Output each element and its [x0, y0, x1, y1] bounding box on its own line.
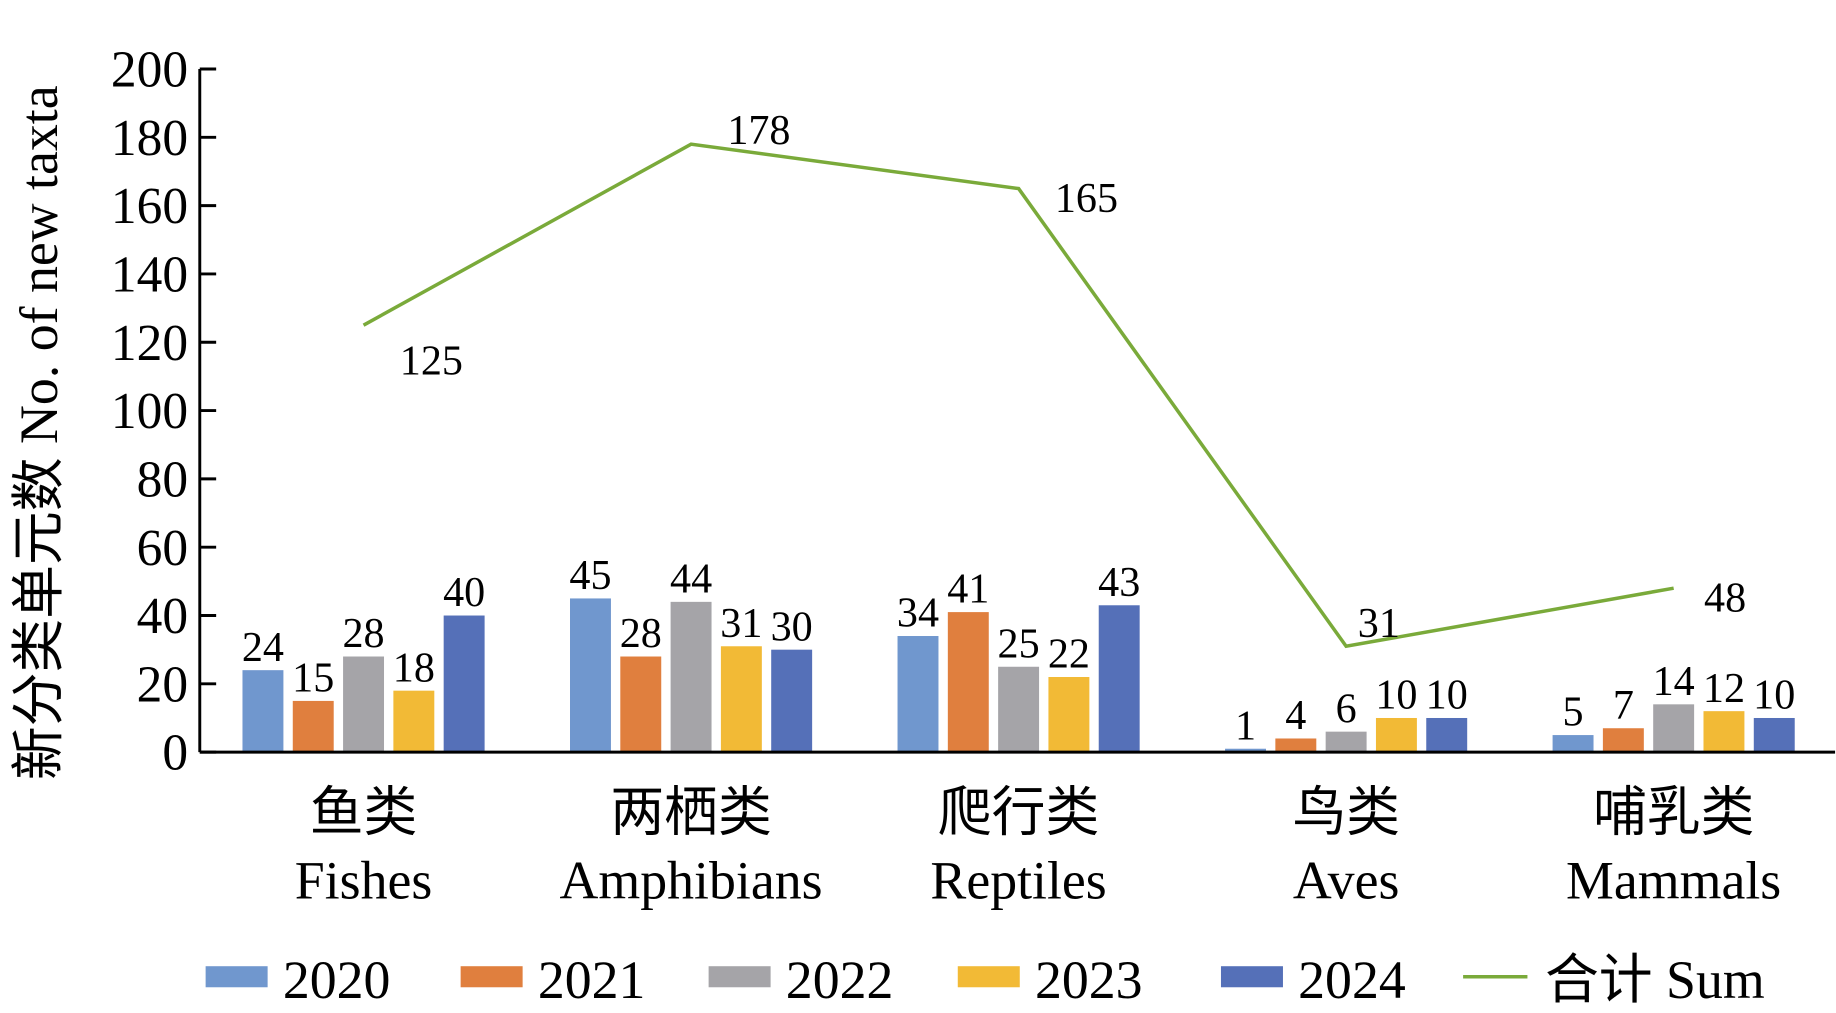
y-tick-label: 60: [137, 520, 188, 577]
legend-swatch-2024: [1220, 966, 1283, 988]
bar-2022: [998, 666, 1040, 753]
category-label-en: Amphibians: [560, 850, 823, 910]
data-label-2020: 34: [897, 590, 939, 637]
legend-swatch-2021: [460, 966, 523, 988]
bar-2021: [1275, 738, 1317, 753]
data-label-2022: 14: [1653, 658, 1695, 705]
data-label-2023: 12: [1703, 665, 1745, 712]
bar-2022: [670, 601, 712, 753]
data-label-2023: 10: [1375, 672, 1417, 719]
sum-line: 125 178 165 31 48: [362, 107, 1746, 649]
y-tick-label: 180: [111, 110, 188, 167]
category-label-zh: 爬行类: [938, 783, 1099, 843]
bar-2022: [1653, 704, 1695, 753]
bar-2022: [343, 656, 385, 753]
bar-2020: [242, 670, 284, 753]
y-tick-label: 140: [111, 247, 188, 304]
sum-data-label: 48: [1704, 575, 1746, 622]
data-label-2021: 41: [947, 566, 989, 613]
bar-2023: [720, 646, 762, 753]
data-label-2020: 24: [242, 624, 284, 671]
legend-label-2022: 2022: [786, 950, 894, 1010]
bar-2023: [1703, 711, 1745, 753]
legend-swatch-2022: [708, 966, 771, 988]
x-axis: 鱼类 Fishes 两栖类 Amphibians 爬行类 Reptiles 鸟类 Aves 哺乳…: [199, 750, 1836, 910]
legend-label-2020: 2020: [283, 950, 391, 1010]
data-label-2020: 45: [569, 552, 611, 599]
bar-2021: [620, 656, 662, 753]
bar-2023: [1375, 717, 1417, 753]
data-label-2024: 43: [1098, 559, 1140, 606]
legend-label-2023: 2023: [1035, 950, 1143, 1010]
bar-2021: [1602, 728, 1644, 753]
legend-swatch-2023: [957, 966, 1020, 988]
sum-data-label: 31: [1358, 600, 1400, 647]
y-tick-label: 120: [111, 315, 188, 372]
y-tick-label: 0: [162, 725, 188, 782]
sum-data-label: 178: [727, 107, 790, 154]
legend-swatch-2020: [205, 966, 268, 988]
data-label-2021: 4: [1285, 692, 1306, 739]
bar-2023: [393, 690, 435, 753]
category-label-zh: 鸟类: [1292, 783, 1400, 843]
category-label-en: Fishes: [295, 850, 433, 910]
category-label-zh: 哺乳类: [1593, 783, 1754, 843]
y-tick-label: 200: [111, 42, 188, 99]
data-label-2020: 1: [1235, 702, 1256, 749]
y-tick-label: 160: [111, 178, 188, 235]
sum-data-label: 125: [400, 337, 463, 384]
y-axis-title: 新分类单元数 No. of new taxta: [9, 85, 69, 780]
data-label-2021: 15: [292, 655, 334, 702]
legend-label-2024: 2024: [1298, 950, 1406, 1010]
y-tick-label: 80: [137, 451, 188, 508]
data-label-2021: 7: [1613, 682, 1634, 729]
sum-line-path: [362, 142, 1674, 649]
legend-label-sum: 合计 Sum: [1545, 950, 1765, 1010]
bar-2024: [1098, 605, 1140, 753]
bar-2020: [1552, 735, 1594, 753]
data-label-2024: 10: [1426, 672, 1468, 719]
bar-2020: [1225, 748, 1266, 753]
data-label-2024: 10: [1753, 672, 1795, 719]
data-label-2023: 31: [720, 600, 762, 647]
bar-2024: [1753, 717, 1795, 753]
data-label-2023: 22: [1048, 631, 1090, 678]
category-label-zh: 鱼类: [310, 783, 418, 843]
y-tick-label: 40: [137, 588, 188, 645]
y-tick-label: 100: [111, 383, 188, 440]
category-label-en: Mammals: [1566, 850, 1781, 910]
data-label-2024: 30: [771, 603, 813, 650]
sum-data-label: 165: [1055, 175, 1118, 222]
y-tick-label: 20: [137, 656, 188, 713]
bar-2020: [570, 598, 611, 753]
category-label-en: Reptiles: [930, 850, 1106, 910]
bar-2020: [897, 636, 939, 753]
legend: 2020 2021 2022 2023 2024 合计 Sum: [205, 950, 1765, 1010]
data-label-2022: 28: [342, 610, 384, 657]
category-label-en: Aves: [1293, 850, 1400, 910]
y-axis: 0 20 40 60 80 100 120 140 160 180 200: [111, 42, 217, 782]
data-label-2022: 25: [998, 620, 1040, 667]
bar-2021: [292, 700, 334, 753]
data-label-2022: 6: [1336, 685, 1357, 732]
category-label-zh: 两栖类: [610, 783, 771, 843]
data-label-2024: 40: [443, 569, 485, 616]
legend-label-2021: 2021: [538, 950, 646, 1010]
bar-2024: [443, 615, 485, 753]
data-label-2020: 5: [1563, 689, 1584, 736]
bar-2023: [1048, 677, 1090, 753]
data-label-2023: 18: [393, 644, 435, 691]
data-label-2022: 44: [670, 555, 712, 602]
bar-2024: [1426, 717, 1468, 753]
bar-2022: [1325, 731, 1367, 753]
bar-2024: [771, 649, 813, 753]
bar-2021: [947, 612, 989, 753]
data-label-2021: 28: [620, 610, 662, 657]
